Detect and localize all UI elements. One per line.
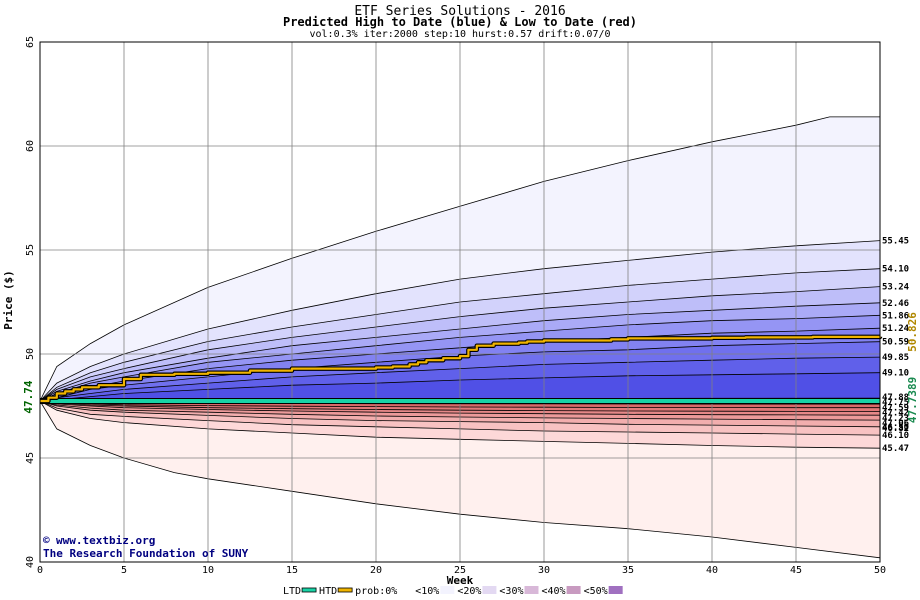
chart-title: ETF Series Solutions - 2016	[354, 4, 565, 19]
y-tick-label: 50	[25, 348, 36, 360]
band-boundary-line-10	[39, 400, 881, 559]
legend-swatch	[337, 587, 353, 593]
credit-block: © www.textbiz.org The Research Foundatio…	[43, 534, 249, 560]
legend-swatch	[301, 587, 317, 593]
x-tick-label: 40	[706, 565, 718, 576]
x-tick-label: 5	[121, 565, 127, 576]
high-band-label: 51.86	[882, 311, 909, 321]
legend-item: <20%	[457, 586, 497, 597]
legend-item: <50%	[584, 586, 623, 597]
high-band-label: 51.24	[882, 324, 910, 334]
start-price-label: 47.74	[22, 380, 35, 413]
legend-swatch	[398, 586, 413, 594]
chart-subtitle: Predicted High to Date (blue) & Low to D…	[283, 15, 637, 29]
legend-item: HTD	[319, 586, 353, 597]
low-band-area-2	[40, 401, 880, 436]
high-band-area-6	[40, 328, 880, 401]
legend-label: <30%	[499, 586, 523, 597]
low-band-area-1	[40, 401, 880, 449]
chart-params: vol:0.3% iter:2000 step:10 hurst:0.57 dr…	[309, 29, 610, 40]
htd-path-line	[40, 335, 882, 403]
legend-item: LTD	[283, 586, 317, 597]
low-band-area-3	[40, 401, 880, 427]
low-band-label: 45.47	[882, 444, 909, 454]
x-tick-label: 10	[202, 565, 214, 576]
legend-label: HTD	[319, 586, 337, 597]
x-tick-label: 50	[874, 565, 886, 576]
x-tick-label: 25	[454, 565, 466, 576]
htd-last-label: 50.826	[906, 312, 919, 352]
high-band-area-1	[40, 240, 880, 401]
legend-swatch	[566, 586, 581, 594]
low-band-label: 46.50	[882, 423, 909, 433]
low-band-label: 47.23	[882, 414, 909, 424]
y-tick-label: 60	[25, 140, 36, 152]
legend-label: <20%	[457, 586, 481, 597]
y-axis-ticks: 40 45 50 55 60 65	[25, 36, 36, 568]
x-axis-ticks: 0 5 10 15 20 25 30 35 40 45 50	[37, 565, 886, 576]
y-tick-label: 55	[25, 244, 36, 256]
y-tick-label: 65	[25, 36, 36, 48]
x-tick-label: 35	[622, 565, 634, 576]
high-band-label: 52.46	[882, 299, 909, 309]
x-axis-label: Week	[447, 574, 474, 587]
legend-swatch	[482, 586, 497, 594]
ltd-last-label: 47.7389	[906, 377, 919, 423]
legend-swatch	[608, 586, 623, 594]
x-tick-label: 30	[538, 565, 550, 576]
low-band-label: 47.59	[882, 403, 909, 413]
x-tick-label: 0	[37, 565, 43, 576]
high-band-label: 50.59	[882, 338, 909, 348]
low-band-area-5	[40, 401, 880, 416]
legend-item: <30%	[499, 586, 539, 597]
high-band-label: 53.24	[882, 283, 910, 293]
copyright-symbol: ©	[43, 534, 50, 547]
y-tick-label: 45	[25, 452, 36, 464]
x-tick-label: 20	[370, 565, 382, 576]
legend-item: prob:0%	[355, 586, 413, 597]
legend: LTD HTD prob:0% <10% <20% <30% <40% <50%	[283, 586, 623, 597]
x-tick-label: 15	[286, 565, 298, 576]
high-band-label: 54.10	[882, 265, 909, 275]
credit-website: www.textbiz.org	[56, 534, 155, 547]
credit-organization: The Research Foundation of SUNY	[43, 547, 249, 560]
low-band-label: 47.75	[882, 398, 909, 408]
legend-item: <40%	[542, 586, 581, 597]
y-axis-label: Price ($)	[2, 270, 15, 330]
band-boundary-line-0	[39, 116, 880, 402]
legend-item: <10%	[415, 586, 455, 597]
high-band-area-7	[40, 341, 880, 401]
legend-swatch	[440, 586, 455, 594]
high-band-label: 49.10	[882, 369, 909, 379]
legend-label: <10%	[415, 586, 439, 597]
high-band-label: 55.45	[882, 237, 909, 247]
path-layer	[40, 334, 883, 404]
high-band-label: 49.85	[882, 353, 909, 363]
legend-swatch	[524, 586, 539, 594]
x-tick-label: 45	[790, 565, 802, 576]
low-band-label: 46.82	[882, 424, 909, 434]
plot-frame	[39, 41, 881, 563]
band-labels: 55.45 54.10 53.24 52.46 51.86 51.24 50.59 49.85…	[882, 237, 910, 455]
low-band-label: 46.10	[882, 431, 909, 441]
legend-label: LTD	[283, 586, 301, 597]
legend-label: prob:0%	[355, 586, 397, 597]
legend-label: <50%	[584, 586, 608, 597]
legend-label: <40%	[542, 586, 566, 597]
y-tick-label: 40	[25, 556, 36, 568]
low-band-label: 47.42	[882, 409, 909, 419]
plot-area	[39, 41, 883, 563]
low-band-label: 47.06	[882, 419, 909, 429]
low-band-area-4	[40, 401, 880, 421]
low-band-area-6	[40, 401, 880, 412]
low-band-label: 47.88	[882, 393, 909, 403]
